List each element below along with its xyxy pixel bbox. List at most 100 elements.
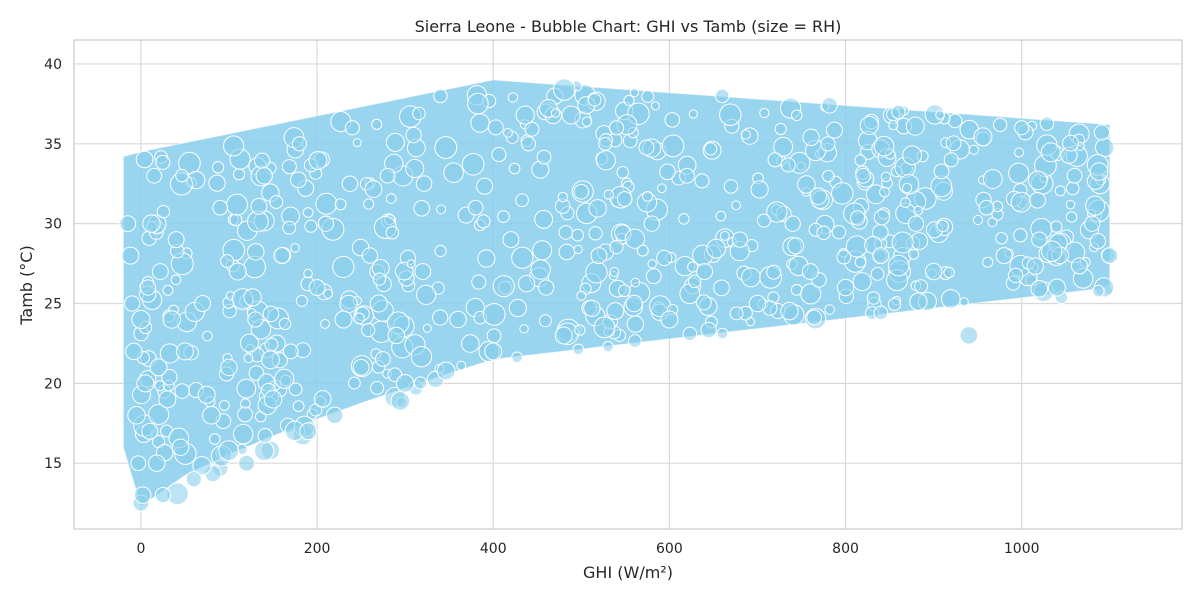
data-point — [121, 246, 140, 265]
bubble-texture — [825, 121, 843, 139]
bubble-texture — [508, 298, 527, 318]
bubble-texture — [745, 317, 756, 327]
bubble-texture — [940, 289, 961, 309]
bubble-texture — [935, 110, 945, 120]
bubble-texture — [908, 248, 920, 260]
bubble-texture — [880, 171, 892, 183]
bubble-texture — [415, 175, 433, 192]
bubble-texture — [959, 297, 969, 307]
data-point — [130, 455, 147, 472]
data-point — [1084, 215, 1101, 232]
bubble-texture — [914, 279, 929, 294]
bubble-texture — [741, 267, 761, 288]
bubble-texture — [1089, 162, 1109, 181]
bubble-texture — [197, 385, 216, 404]
data-point — [1101, 247, 1119, 265]
bubble-texture — [303, 268, 313, 279]
bubble-texture — [290, 171, 307, 189]
bubble-texture — [664, 112, 681, 128]
data-point — [625, 294, 643, 313]
bubble-texture — [987, 217, 998, 228]
bubble-texture — [250, 197, 268, 215]
bubble-texture — [695, 294, 712, 311]
data-point — [379, 167, 396, 184]
bubble-texture — [515, 193, 529, 208]
data-point — [149, 358, 168, 377]
data-point — [171, 438, 190, 456]
data-point — [334, 310, 353, 329]
bubble-texture — [723, 179, 739, 194]
bubble-texture — [1008, 162, 1030, 184]
plot-frame — [73, 39, 1183, 530]
bubble-texture — [630, 277, 641, 288]
bubble-texture — [361, 322, 376, 338]
bubble-texture — [822, 169, 835, 183]
bubble-texture — [192, 456, 212, 476]
bubble-texture — [1007, 267, 1024, 284]
bubble-texture — [467, 92, 489, 115]
bubble-texture — [471, 274, 487, 290]
bubble-texture — [434, 136, 458, 159]
x-tick-label: 0 — [136, 541, 145, 557]
bubble-texture — [1029, 191, 1046, 209]
bubble-texture — [1026, 257, 1044, 275]
bubble-texture — [1089, 232, 1107, 250]
bubble-texture — [750, 180, 769, 199]
bubble-texture — [809, 187, 828, 205]
bubble-texture — [700, 321, 717, 339]
bubble-texture — [659, 163, 676, 181]
data-point — [502, 231, 520, 249]
bubble-texture — [647, 259, 657, 269]
bubble-texture — [657, 183, 667, 194]
data-point — [484, 342, 503, 361]
data-point — [715, 88, 730, 104]
data-point — [995, 247, 1013, 265]
scatter-cloud-layer — [122, 78, 1116, 508]
data-point — [1047, 278, 1066, 297]
bubble-texture — [628, 334, 642, 348]
bubble-texture — [497, 210, 510, 223]
data-point — [151, 263, 169, 281]
data-point — [255, 167, 273, 185]
bubble-texture — [269, 195, 284, 209]
bubble-texture — [773, 136, 794, 157]
data-point — [175, 342, 194, 361]
x-tick-label: 1000 — [1004, 541, 1040, 557]
bubble-texture — [385, 193, 397, 204]
bubble-texture — [1065, 181, 1080, 196]
bubble-texture — [334, 198, 347, 211]
bubble-texture — [800, 283, 822, 305]
bubble-texture — [174, 383, 191, 399]
bubble-texture — [209, 433, 221, 445]
bubble-texture — [797, 175, 816, 194]
bubble-texture — [716, 327, 729, 340]
bubble-texture — [656, 249, 673, 267]
bubble-texture — [780, 301, 799, 321]
y-tick-label: 30 — [44, 217, 62, 233]
bubble-texture — [849, 210, 866, 226]
bubble-texture — [909, 292, 928, 311]
bubble-texture — [290, 243, 300, 253]
bubble-texture — [972, 214, 984, 226]
bubble-texture — [879, 186, 890, 198]
y-axis-label: Tamb (°C) — [17, 245, 36, 325]
data-point — [872, 247, 890, 265]
bubble-texture — [156, 204, 171, 219]
bubble-texture — [503, 128, 513, 138]
y-tick-label: 15 — [44, 456, 62, 472]
bubble-texture — [731, 200, 741, 211]
bubble-texture — [1093, 124, 1111, 141]
bubble-texture — [1094, 137, 1115, 158]
bubble-texture — [282, 220, 297, 235]
bubble-texture — [766, 264, 782, 280]
bubble-texture — [456, 360, 467, 371]
bubble-texture — [682, 326, 698, 342]
bubble-texture — [347, 376, 361, 390]
bubble-texture — [524, 121, 540, 137]
bubble-texture — [854, 154, 867, 167]
bubble-texture — [1030, 279, 1049, 298]
y-tick-label: 20 — [44, 376, 62, 392]
data-point — [696, 263, 714, 281]
data-point — [158, 390, 177, 409]
bubble-texture — [507, 92, 519, 103]
